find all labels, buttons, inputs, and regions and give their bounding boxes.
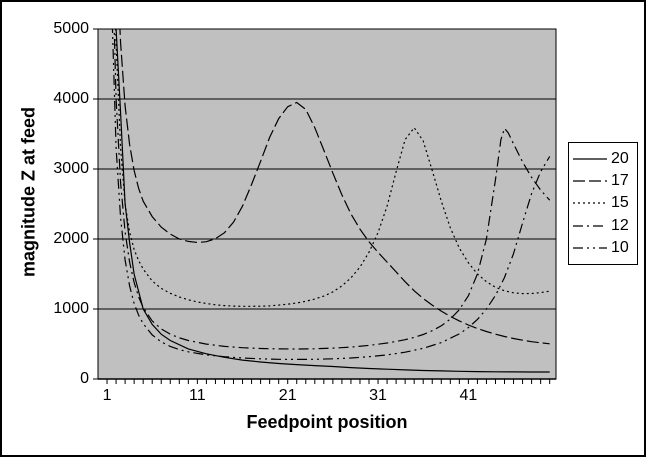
y-tick-label: 5000 xyxy=(53,20,89,37)
legend-label: 12 xyxy=(611,216,629,234)
series-line-15 xyxy=(115,29,550,307)
y-tick-label: 4000 xyxy=(53,90,89,107)
legend-line-sample-12 xyxy=(573,225,607,227)
x-tick-label: 21 xyxy=(278,387,297,404)
series-line-10 xyxy=(111,29,551,361)
legend: 20 17 15 12 10 xyxy=(568,142,638,265)
legend-item-20: 20 xyxy=(573,151,633,167)
series-line-17 xyxy=(119,29,550,345)
x-tick-label: 41 xyxy=(459,387,478,404)
legend-label: 15 xyxy=(611,194,629,212)
series-line-12 xyxy=(113,29,551,350)
legend-line-sample-15 xyxy=(573,202,607,205)
y-tick-label: 1000 xyxy=(53,300,89,317)
y-axis-title: magnitude Z at feed xyxy=(18,106,39,278)
x-tick-label: 1 xyxy=(102,387,112,404)
y-tick-label: 0 xyxy=(80,370,89,387)
series-line-20 xyxy=(115,29,550,373)
x-axis-title: Feedpoint position xyxy=(246,412,408,432)
legend-line-sample-17 xyxy=(573,180,607,182)
legend-label: 17 xyxy=(611,172,629,190)
legend-line-sample-20 xyxy=(573,158,607,160)
legend-line-sample-10 xyxy=(573,247,607,249)
y-tick-label: 3000 xyxy=(53,160,89,177)
legend-label: 20 xyxy=(611,150,629,168)
x-tick-label: 11 xyxy=(189,387,206,404)
legend-item-17: 17 xyxy=(573,173,633,189)
plot-background xyxy=(97,28,557,380)
legend-item-15: 15 xyxy=(573,195,633,211)
legend-label: 10 xyxy=(611,238,629,256)
y-tick-label: 2000 xyxy=(53,230,89,247)
x-tick-label: 31 xyxy=(369,387,387,404)
legend-item-10: 10 xyxy=(573,238,633,256)
legend-item-12: 12 xyxy=(573,216,633,234)
